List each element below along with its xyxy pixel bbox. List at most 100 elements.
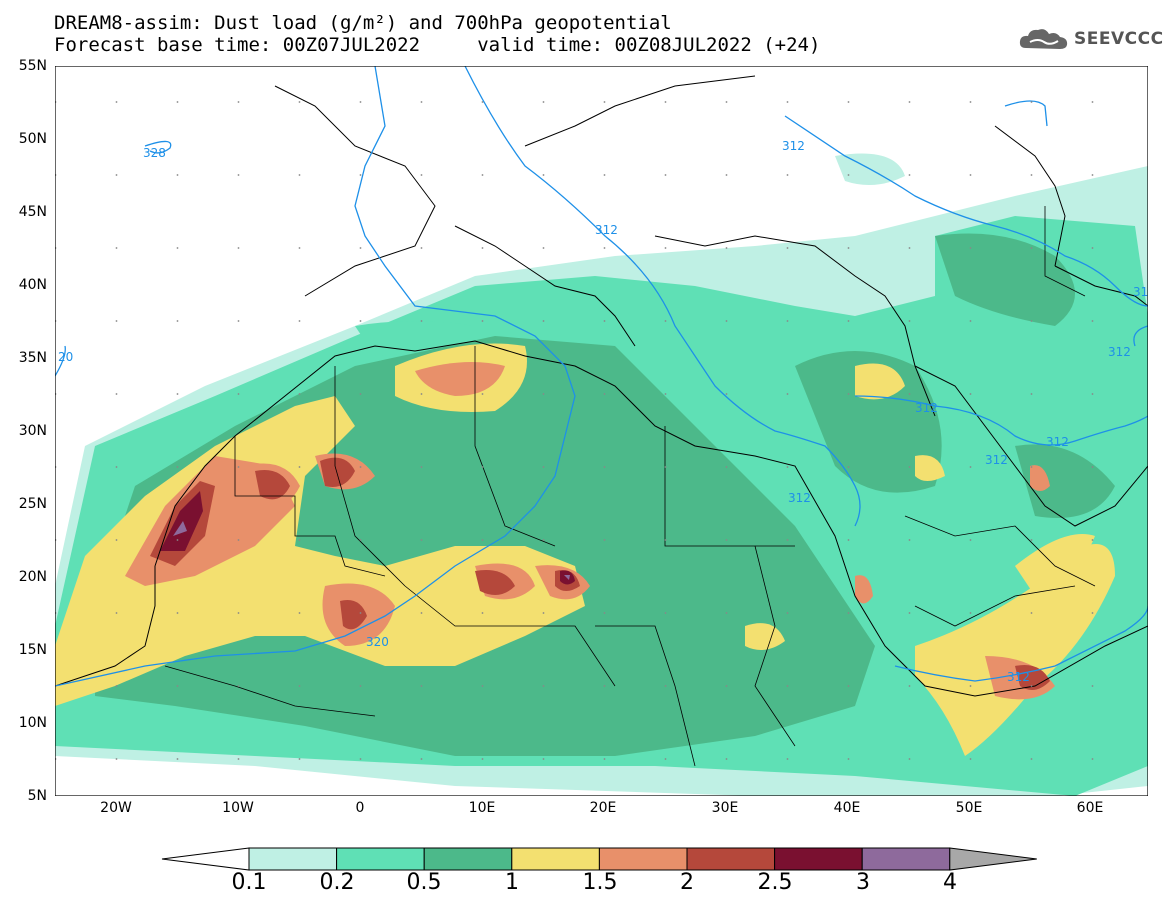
grid-dot: [237, 466, 240, 468]
grid-dot: [298, 393, 301, 395]
lon-label-0: 0: [355, 800, 365, 816]
grid-dot: [359, 393, 362, 395]
grid-dot: [664, 101, 667, 103]
grid-dot: [847, 539, 850, 541]
grid-dot: [420, 685, 423, 687]
lon-label-10e: 10E: [468, 800, 496, 816]
grid-dot: [298, 101, 301, 103]
grid-dot: [786, 247, 789, 249]
grid-dot: [847, 174, 850, 176]
grid-dot: [1091, 320, 1094, 322]
colorbar-label-4: 4: [943, 870, 957, 895]
grid-dot: [420, 320, 423, 322]
grid-dot: [969, 466, 972, 468]
grid-dot: [420, 393, 423, 395]
grid-dot: [969, 539, 972, 541]
grid-dot: [1030, 539, 1033, 541]
grid-dot: [481, 393, 484, 395]
contour-label-312-e: 312: [1046, 435, 1069, 449]
grid-dot: [481, 101, 484, 103]
grid-dot: [115, 174, 118, 176]
grid-dot: [481, 612, 484, 614]
grid-dot: [237, 758, 240, 760]
colorbar-label-0-2: 0.2: [319, 870, 355, 895]
contour-labels: 328 312 312 312 312 312 312 312 320 20 3…: [58, 139, 1148, 684]
grid-dot: [298, 174, 301, 176]
lon-label-20e: 20E: [589, 800, 617, 816]
grid-dot: [603, 612, 606, 614]
colorbar-segment: [336, 847, 425, 871]
grid-dot: [542, 466, 545, 468]
grid-dot: [786, 685, 789, 687]
colorbar-label-2-5: 2.5: [757, 870, 793, 895]
lat-label-40n: 40N: [18, 277, 47, 293]
lat-label-25n: 25N: [18, 496, 47, 512]
contour-label-312-g: 312: [1007, 670, 1030, 684]
logo-text: SEEVCCC: [1074, 29, 1164, 49]
grid-dot: [603, 685, 606, 687]
grid-dot: [603, 393, 606, 395]
grid-dot: [603, 758, 606, 760]
lon-label-30e: 30E: [711, 800, 739, 816]
grid-dot: [847, 758, 850, 760]
lat-label-15n: 15N: [18, 642, 47, 658]
grid-dot: [969, 247, 972, 249]
grid-dot: [1091, 612, 1094, 614]
contour-label-312-b: 312: [595, 223, 618, 237]
grid-dot: [1030, 758, 1033, 760]
grid-dot: [420, 174, 423, 176]
grid-dot: [176, 174, 179, 176]
grid-dot: [237, 174, 240, 176]
grid-dot: [908, 101, 911, 103]
lon-label-60e: 60E: [1076, 800, 1104, 816]
grid-dot: [1091, 393, 1094, 395]
grid-dot: [969, 612, 972, 614]
grid-dot: [237, 685, 240, 687]
grid-dot: [969, 393, 972, 395]
grid-dot: [786, 758, 789, 760]
grid-dot: [969, 685, 972, 687]
grid-dot: [1030, 685, 1033, 687]
grid-dot: [359, 320, 362, 322]
grid-dot: [786, 320, 789, 322]
grid-dot: [1030, 320, 1033, 322]
grid-dot: [237, 101, 240, 103]
grid-dot: [969, 758, 972, 760]
grid-dot: [542, 247, 545, 249]
grid-dot: [725, 393, 728, 395]
grid-dot: [603, 539, 606, 541]
grid-dot: [725, 466, 728, 468]
grid-dot: [847, 685, 850, 687]
grid-dot: [115, 320, 118, 322]
grid-dot: [542, 174, 545, 176]
grid-dot: [908, 612, 911, 614]
contour-label-312-c: 312: [915, 401, 938, 415]
grid-dot: [1030, 466, 1033, 468]
grid-dot: [481, 685, 484, 687]
colorbar-segment: [774, 847, 863, 871]
grid-dot: [359, 612, 362, 614]
grid-dot: [298, 320, 301, 322]
grid-dot: [176, 758, 179, 760]
lat-label-45n: 45N: [18, 204, 47, 220]
grid-dot: [481, 320, 484, 322]
grid-dot: [115, 247, 118, 249]
grid-dot: [420, 612, 423, 614]
grid-dot: [603, 466, 606, 468]
grid-dot: [725, 539, 728, 541]
grid-dot: [1091, 758, 1094, 760]
grid-dot: [115, 101, 118, 103]
contour-label-312-d: 312: [985, 453, 1008, 467]
grid-dot: [603, 101, 606, 103]
grid-dot: [908, 685, 911, 687]
map-title-line1: DREAM8-assim: Dust load (g/m²) and 700hP…: [54, 12, 672, 34]
grid-dot: [847, 101, 850, 103]
grid-dot: [481, 247, 484, 249]
grid-dot: [176, 247, 179, 249]
grid-dot: [725, 685, 728, 687]
grid-dot: [908, 758, 911, 760]
grid-dot: [664, 758, 667, 760]
grid-dot: [176, 101, 179, 103]
grid-dot: [298, 466, 301, 468]
grid-dot: [298, 685, 301, 687]
